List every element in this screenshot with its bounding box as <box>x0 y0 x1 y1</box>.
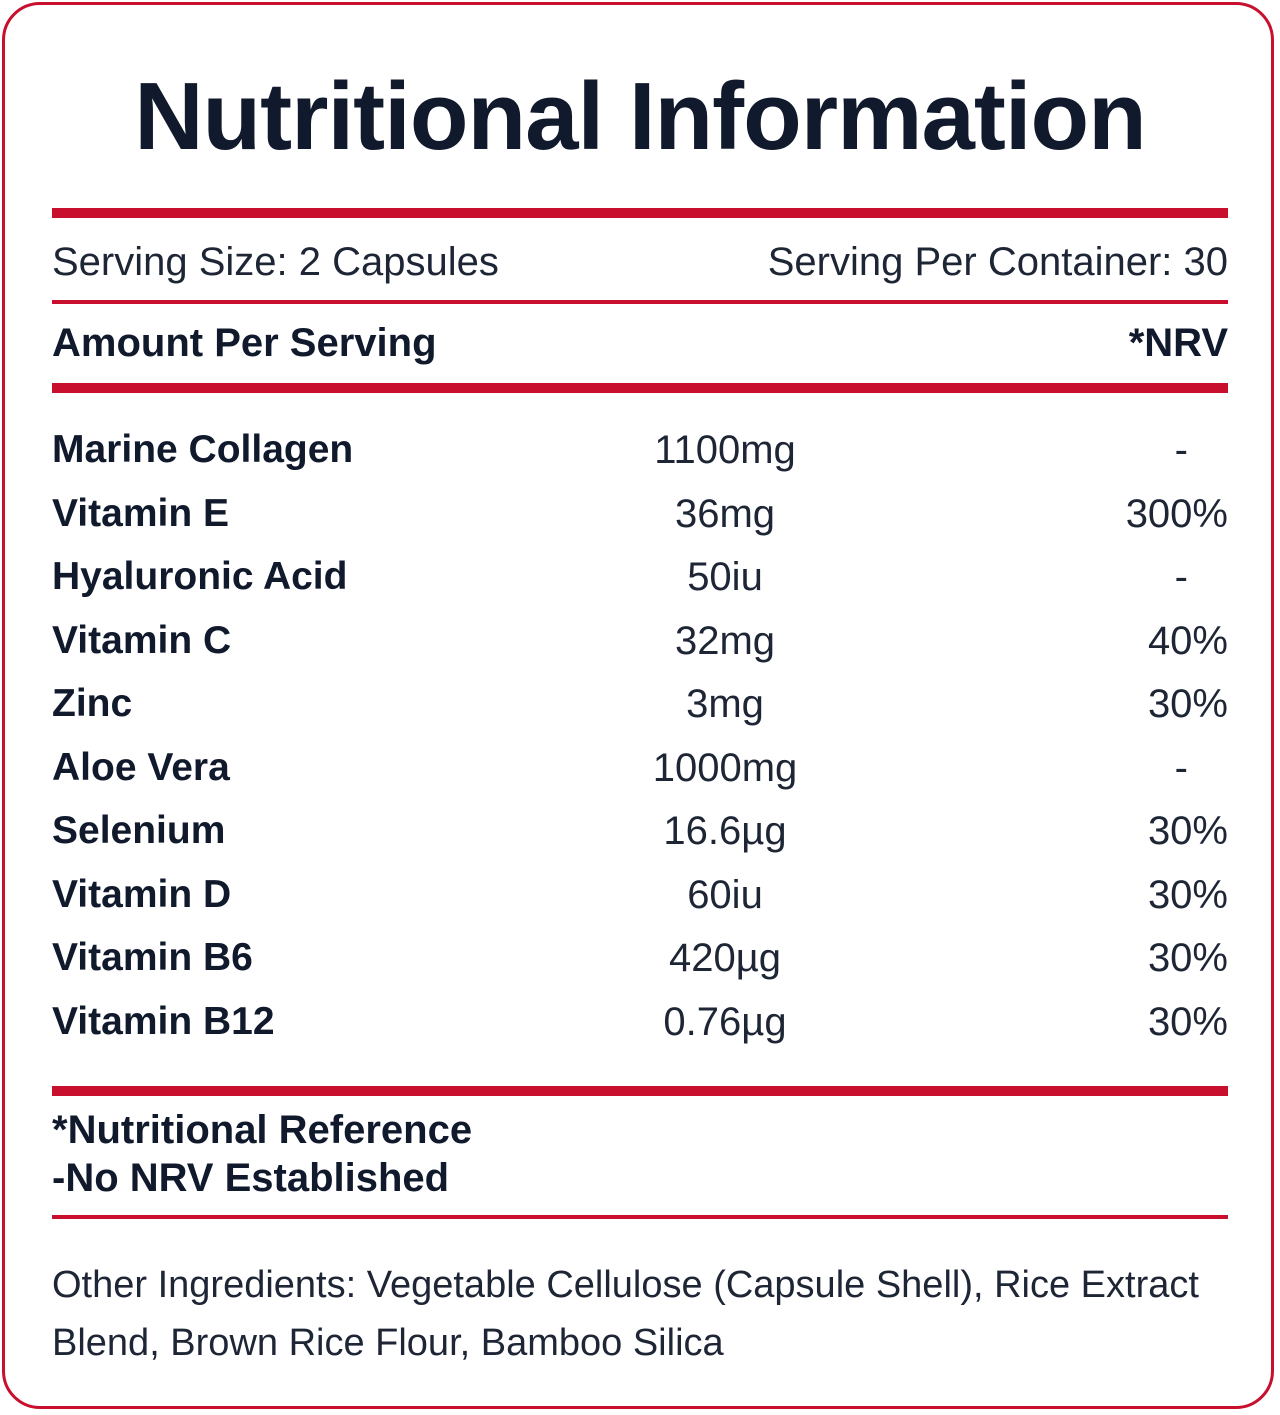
nutrient-amount: 16.6µg <box>663 809 787 853</box>
nutrient-nrv: - <box>1174 746 1188 790</box>
footnote-nrv-reference: *Nutritional Reference <box>52 1108 473 1152</box>
table-row: Vitamin B12 0.76µg 30% <box>52 992 1228 1052</box>
nutrient-amount: 32mg <box>674 619 776 663</box>
nutrient-name: Zinc <box>52 682 133 725</box>
nutrient-amount: 50iu <box>687 555 763 599</box>
divider-bottom <box>52 1086 1228 1096</box>
nutrient-nrv: 30% <box>1147 873 1228 917</box>
nutrient-nrv: 30% <box>1147 682 1228 726</box>
nutrient-name: Selenium <box>52 809 226 852</box>
table-row: Selenium 16.6µg 30% <box>52 801 1228 861</box>
table-row: Aloe Vera 1000mg - <box>52 738 1228 798</box>
nutrient-name: Vitamin C <box>52 619 232 662</box>
nutrient-nrv: 40% <box>1147 619 1228 663</box>
table-row: Marine Collagen 1100mg - <box>52 420 1228 480</box>
nutrient-nrv: 30% <box>1147 936 1228 980</box>
nutrient-name: Marine Collagen <box>52 428 354 471</box>
table-row: Vitamin C 32mg 40% <box>52 611 1228 671</box>
servings-per-container: Serving Per Container: 30 <box>767 240 1228 284</box>
nutrient-nrv: 30% <box>1147 1000 1228 1044</box>
nutrient-name: Hyaluronic Acid <box>52 555 348 598</box>
nutrient-nrv: - <box>1174 555 1188 599</box>
nutrient-name: Vitamin B12 <box>52 1000 275 1043</box>
divider-footnote <box>52 1215 1228 1219</box>
nutrient-name: Vitamin E <box>52 492 230 535</box>
nutrient-name: Aloe Vera <box>52 746 230 789</box>
page-title: Nutritional Information <box>134 63 1147 170</box>
nutrient-amount: 420µg <box>668 936 782 980</box>
amount-per-serving-header: Amount Per Serving <box>52 321 437 365</box>
nutrient-amount: 3mg <box>686 682 764 726</box>
table-row: Zinc 3mg 30% <box>52 674 1228 734</box>
divider-serving <box>52 300 1228 304</box>
divider-top <box>52 208 1228 218</box>
serving-row: Serving Size: 2 Capsules Serving Per Con… <box>52 232 1228 292</box>
nutrient-amount: 1000mg <box>652 746 798 790</box>
table-row: Vitamin E 36mg 300% <box>52 484 1228 544</box>
nutrient-nrv: 300% <box>1125 492 1228 536</box>
divider-header <box>52 383 1228 393</box>
table-row: Hyaluronic Acid 50iu - <box>52 547 1228 607</box>
nutrient-nrv: - <box>1174 428 1188 472</box>
nutrient-amount: 36mg <box>674 492 776 536</box>
table-header: Amount Per Serving *NRV <box>52 313 1228 373</box>
nutrient-amount: 0.76µg <box>663 1000 787 1044</box>
nutrient-name: Vitamin B6 <box>52 936 253 979</box>
footnote-no-nrv: -No NRV Established <box>52 1156 450 1200</box>
nutrient-amount: 60iu <box>687 873 763 917</box>
serving-size: Serving Size: 2 Capsules <box>52 240 499 284</box>
other-ingredients: Other Ingredients: Vegetable Cellulose (… <box>52 1264 1199 1364</box>
nutrient-name: Vitamin D <box>52 873 232 916</box>
table-row: Vitamin D 60iu 30% <box>52 865 1228 925</box>
nrv-header: *NRV <box>1128 321 1228 365</box>
table-row: Vitamin B6 420µg 30% <box>52 928 1228 988</box>
nutrient-amount: 1100mg <box>654 428 796 472</box>
nutrient-nrv: 30% <box>1147 809 1228 853</box>
